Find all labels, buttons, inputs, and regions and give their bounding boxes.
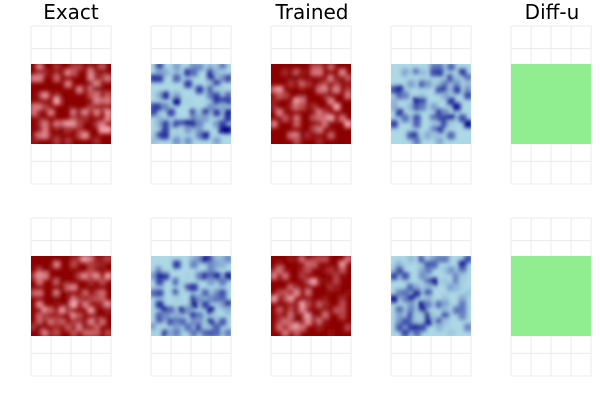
heatmap-panel-r2-c5 [510,217,592,377]
column-titles: Exact Trained Diff-u [43,0,579,24]
heatmap-image [391,256,471,336]
heatmap-image [271,256,351,336]
heatmap-image [31,256,111,336]
heatmap-image [151,64,231,144]
heatmap-image [151,256,231,336]
heatmap-panel-r1-c3 [270,25,352,185]
heatmap-panel-r1-c5 [510,25,592,185]
heatmap-image [271,64,351,144]
col-title-diff: Diff-u [525,0,580,24]
heatmap-panel-r2-c3 [270,217,352,377]
col-title-exact: Exact [43,0,99,24]
heatmap-image [511,256,591,336]
heatmap-panel-r2-c1 [30,217,112,377]
heatmap-panel-r1-c4 [390,25,472,185]
heatmap-image [511,64,591,144]
heatmap-panel-r1-c1 [30,25,112,185]
heatmap-image [31,64,111,144]
panels [30,25,592,377]
heatmap-panel-r1-c2 [150,25,232,185]
heatmap-panel-r2-c2 [150,217,232,377]
heatmap-image [391,64,471,144]
heatmap-panel-r2-c4 [390,217,472,377]
col-title-trained: Trained [275,0,349,24]
